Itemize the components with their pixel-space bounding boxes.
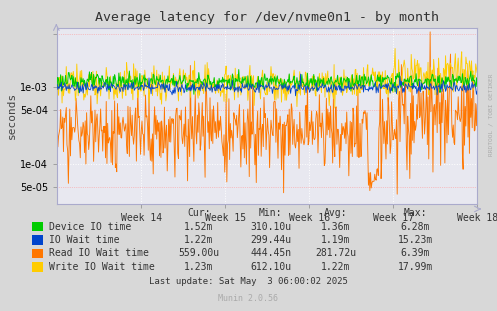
Text: 6.39m: 6.39m	[400, 248, 430, 258]
Text: Write IO Wait time: Write IO Wait time	[49, 262, 155, 272]
Text: Max:: Max:	[403, 208, 427, 218]
Text: 1.19m: 1.19m	[321, 235, 350, 245]
Text: Munin 2.0.56: Munin 2.0.56	[219, 294, 278, 303]
Text: Min:: Min:	[259, 208, 283, 218]
Text: 310.10u: 310.10u	[250, 222, 291, 232]
Text: 281.72u: 281.72u	[315, 248, 356, 258]
Text: 15.23m: 15.23m	[398, 235, 432, 245]
Text: 299.44u: 299.44u	[250, 235, 291, 245]
Text: 1.52m: 1.52m	[184, 222, 214, 232]
Text: 1.22m: 1.22m	[321, 262, 350, 272]
Text: Read IO Wait time: Read IO Wait time	[49, 248, 149, 258]
Text: 6.28m: 6.28m	[400, 222, 430, 232]
Text: Avg:: Avg:	[324, 208, 347, 218]
Text: Last update: Sat May  3 06:00:02 2025: Last update: Sat May 3 06:00:02 2025	[149, 277, 348, 286]
Text: 1.23m: 1.23m	[184, 262, 214, 272]
Y-axis label: seconds: seconds	[7, 92, 17, 139]
Text: IO Wait time: IO Wait time	[49, 235, 119, 245]
Text: 612.10u: 612.10u	[250, 262, 291, 272]
Text: 559.00u: 559.00u	[178, 248, 219, 258]
Text: Cur:: Cur:	[187, 208, 211, 218]
Text: RRDTOOL / TOBI OETIKER: RRDTOOL / TOBI OETIKER	[489, 74, 494, 156]
Text: Device IO time: Device IO time	[49, 222, 131, 232]
Text: 444.45n: 444.45n	[250, 248, 291, 258]
Title: Average latency for /dev/nvme0n1 - by month: Average latency for /dev/nvme0n1 - by mo…	[95, 11, 439, 24]
Text: 1.22m: 1.22m	[184, 235, 214, 245]
Text: 1.36m: 1.36m	[321, 222, 350, 232]
Text: 17.99m: 17.99m	[398, 262, 432, 272]
